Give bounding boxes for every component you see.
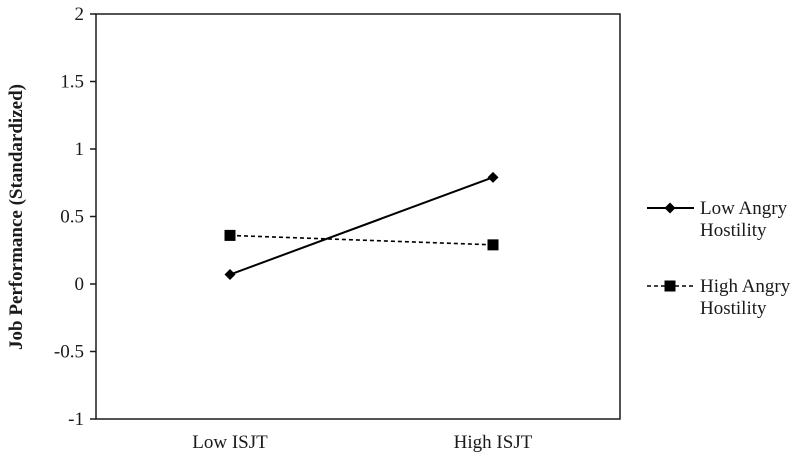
legend-label-line: High Angry xyxy=(700,276,791,297)
data-point xyxy=(224,269,236,281)
y-tick-label: 1.5 xyxy=(60,72,84,93)
legend-label: Low Angry Hostility xyxy=(700,198,788,241)
x-tick-label: High ISJT xyxy=(454,432,533,453)
series-layer xyxy=(224,171,499,281)
y-tick-label: 0.5 xyxy=(60,207,84,228)
data-point xyxy=(487,171,499,183)
legend-marker xyxy=(664,202,676,214)
legend-label-line: Hostility xyxy=(700,298,767,319)
x-axis-ticks: Low ISJT High ISJT xyxy=(192,432,532,453)
data-point xyxy=(224,229,236,241)
y-axis-ticks: 2 1.5 1 0.5 0 -0.5 -1 xyxy=(54,4,96,430)
series-line xyxy=(229,234,494,246)
series-0 xyxy=(224,171,499,281)
legend-item-1: High Angry Hostility xyxy=(647,276,791,319)
legend-marker xyxy=(664,280,676,292)
series-1 xyxy=(224,229,499,251)
series-line xyxy=(229,176,494,276)
data-point xyxy=(487,239,499,251)
legend-label: High Angry Hostility xyxy=(700,276,791,319)
y-axis-label: Job Performance (Standardized) xyxy=(6,84,27,350)
y-tick-label: -0.5 xyxy=(54,342,84,363)
legend-label-line: Hostility xyxy=(700,220,767,241)
x-tick-label: Low ISJT xyxy=(192,432,268,453)
y-tick-label: 2 xyxy=(75,4,85,25)
y-tick-label: 1 xyxy=(75,139,85,160)
plot-area xyxy=(95,13,621,420)
legend-item-0: Low Angry Hostility xyxy=(647,198,788,241)
y-tick-label: -1 xyxy=(68,409,84,430)
legend-label-line: Low Angry xyxy=(700,198,788,219)
y-tick-label: 0 xyxy=(75,274,85,295)
